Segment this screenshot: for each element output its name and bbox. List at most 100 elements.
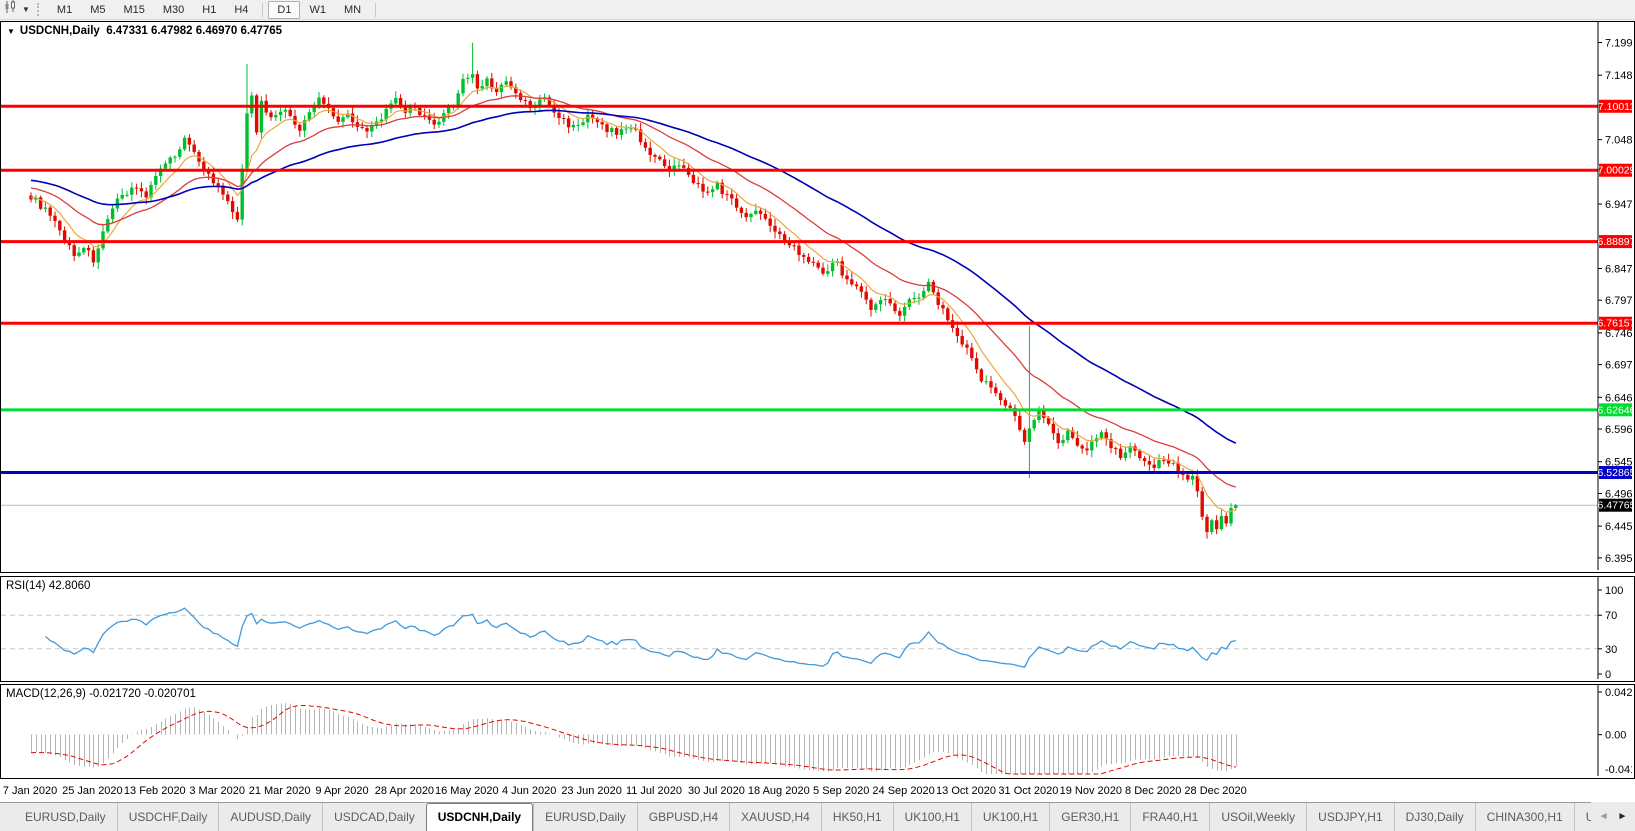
chart-tab-GBPUSD,H4[interactable]: GBPUSD,H4 — [636, 803, 729, 831]
date-axis[interactable]: 7 Jan 2020 25 Jan 2020 13 Feb 2020 3 Mar 20… — [0, 781, 1633, 802]
ma-fast-line — [30, 85, 1236, 513]
chart-type-dropdown-icon[interactable]: ▼ — [22, 5, 30, 14]
date-label: 24 Sep 2020 — [872, 785, 935, 797]
macd-panel[interactable]: MACD(12,26,9) -0.021720 -0.020701 0.0422… — [0, 684, 1635, 779]
timeframe-button-M1[interactable]: M1 — [56, 3, 73, 16]
timeframe-button-D1[interactable]: D1 — [268, 0, 301, 19]
chart-tab-UK100,H1[interactable]: UK100,H1 — [970, 803, 1049, 831]
svg-text:0.00: 0.00 — [1605, 730, 1626, 742]
date-label: 11 Jul 2020 — [625, 785, 683, 797]
chart-tab-XAUUSD,H4[interactable]: XAUUSD,H4 — [729, 803, 821, 831]
date-label: 21 Mar 2020 — [248, 785, 311, 797]
date-label: 9 Apr 2020 — [315, 785, 369, 797]
svg-text:6.47765: 6.47765 — [1598, 500, 1632, 512]
svg-text:6.76157: 6.76157 — [1598, 318, 1632, 330]
timeframe-button-M30[interactable]: M30 — [162, 3, 185, 16]
macd-signal-line — [30, 705, 1236, 775]
chart-title: ▼ USDCNH,Daily 6.47331 6.47982 6.46970 6.… — [7, 25, 282, 37]
rsi-panel[interactable]: RSI(14) 42.8060 100 70 30 0 — [0, 576, 1635, 682]
svg-text:7.14850: 7.14850 — [1605, 70, 1632, 82]
timeframe-button-W1[interactable]: W1 — [309, 3, 326, 16]
date-label: 25 Jan 2020 — [62, 785, 123, 797]
chart-tab-CHINA300,H1[interactable]: CHINA300,H1 — [1474, 803, 1574, 831]
toolbar-grip[interactable] — [36, 3, 41, 16]
ma-slow-line — [30, 109, 1237, 444]
date-label: 13 Feb 2020 — [123, 785, 186, 797]
macd-histogram — [31, 703, 1237, 774]
date-label: 5 Sep 2020 — [813, 785, 870, 797]
timeframe-button-H4[interactable]: H4 — [234, 3, 249, 16]
chart-tab-HK50,H1[interactable]: HK50,H1 — [820, 803, 893, 831]
chart-tab-EURUSD,Daily[interactable]: EURUSD,Daily — [533, 803, 637, 831]
price-scale[interactable]: 7.19950 7.14850 7.04800 6.94750 6.84700 6.797… — [1597, 22, 1632, 570]
svg-text:0.042275: 0.042275 — [1605, 687, 1632, 699]
svg-text:7.19950: 7.19950 — [1605, 38, 1632, 50]
date-label: 30 Jul 2020 — [687, 785, 745, 797]
svg-text:6.88897: 6.88897 — [1598, 236, 1632, 248]
date-label: 19 Nov 2020 — [1059, 785, 1122, 797]
macd-canvas[interactable]: 0.042275 0.00 -0.04148 — [1, 685, 1632, 776]
svg-text:100: 100 — [1605, 585, 1623, 597]
chart-tab-bar: EURUSD,Daily USDCHF,Daily AUDUSD,Daily USDC… — [0, 802, 1635, 831]
rsi-line — [44, 607, 1236, 668]
rsi-axis[interactable]: 100 70 30 0 — [1597, 577, 1623, 679]
tab-scroll-left-icon[interactable]: ◄ — [1598, 811, 1609, 822]
chart-tab-EURUSD,Daily[interactable]: EURUSD,Daily — [25, 810, 106, 824]
chart-tab-USDCAD,Daily[interactable]: USDCAD,Daily — [322, 803, 426, 831]
svg-text:70: 70 — [1605, 610, 1617, 622]
timeframe-button-M5[interactable]: M5 — [90, 3, 106, 16]
date-label: 18 Aug 2020 — [747, 785, 810, 797]
chart-tab-USDCHF,Daily[interactable]: USDCHF,Daily — [116, 803, 219, 831]
svg-text:30: 30 — [1605, 644, 1617, 656]
chart-tab-FRA40,H1[interactable]: FRA40,H1 — [1130, 803, 1209, 831]
chart-tab-USDJPY,H1[interactable]: USDJPY,H1 — [1306, 803, 1393, 831]
timeframe-button-H1[interactable]: H1 — [202, 3, 217, 16]
date-label: 8 Dec 2020 — [1125, 785, 1182, 797]
horizontal-lines — [1, 104, 1598, 475]
svg-text:6.39550: 6.39550 — [1605, 553, 1632, 565]
candlestick-series — [29, 42, 1238, 539]
svg-text:6.79750: 6.79750 — [1605, 295, 1632, 307]
chart-window: ▼ USDCNH,Daily 6.47331 6.47982 6.46970 6.… — [0, 21, 1635, 802]
date-label: 13 Oct 2020 — [936, 785, 996, 797]
chart-tab-GER30,H1[interactable]: GER30,H1 — [1049, 803, 1130, 831]
chart-tab-USOil,Weekly[interactable]: USOil,Weekly — [1209, 803, 1306, 831]
svg-text:7.00029: 7.00029 — [1598, 165, 1632, 177]
svg-text:6.52865: 6.52865 — [1598, 467, 1632, 479]
macd-axis[interactable]: 0.042275 0.00 -0.04148 — [1597, 685, 1632, 776]
svg-text:6.94750: 6.94750 — [1605, 199, 1632, 211]
svg-text:6.64600: 6.64600 — [1605, 392, 1632, 404]
date-label: 28 Dec 2020 — [1184, 785, 1247, 797]
ma-mid-line — [30, 95, 1237, 488]
tab-scroll-buttons: ◄ ► — [1591, 802, 1635, 831]
timeframe-button-group: M1 M5 M15 M30 H1 H4 D1 W1 MN — [48, 0, 381, 19]
date-label: 23 Jun 2020 — [561, 785, 622, 797]
svg-text:6.62646: 6.62646 — [1598, 404, 1632, 416]
chart-tab-USDCNH,Daily[interactable]: USDCNH,Daily — [425, 803, 534, 831]
main-chart-canvas[interactable]: 7.19950 7.14850 7.04800 6.94750 6.84700 6.797… — [1, 22, 1632, 570]
chart-ohlc-values: 6.47331 6.47982 6.46970 6.47765 — [106, 25, 283, 37]
svg-text:6.54550: 6.54550 — [1605, 457, 1632, 469]
svg-text:6.69700: 6.69700 — [1605, 360, 1632, 372]
toolbar-divider — [262, 2, 264, 17]
date-label: 16 May 2020 — [434, 785, 499, 797]
svg-text:6.74650: 6.74650 — [1605, 328, 1632, 340]
rsi-header: RSI(14) 42.8060 — [6, 580, 91, 592]
svg-text:0: 0 — [1605, 669, 1611, 679]
svg-text:6.84700: 6.84700 — [1605, 263, 1632, 275]
svg-text:6.44500: 6.44500 — [1605, 521, 1632, 533]
chart-tab-UK100,H1[interactable]: UK100,H1 — [892, 803, 971, 831]
date-label: 28 Apr 2020 — [374, 785, 435, 797]
tab-scroll-right-icon[interactable]: ► — [1617, 811, 1628, 822]
date-label: 31 Oct 2020 — [998, 785, 1059, 797]
svg-text:-0.04148: -0.04148 — [1605, 764, 1632, 776]
candlestick-chart-icon[interactable] — [4, 0, 19, 19]
timeframe-button-MN[interactable]: MN — [343, 3, 362, 16]
chart-tab-AUDUSD,Daily[interactable]: AUDUSD,Daily — [218, 803, 322, 831]
svg-text:7.04800: 7.04800 — [1605, 135, 1632, 147]
chart-tab-DJ30,Daily[interactable]: DJ30,Daily — [1393, 803, 1475, 831]
main-chart-panel[interactable]: ▼ USDCNH,Daily 6.47331 6.47982 6.46970 6.… — [0, 21, 1635, 573]
timeframe-button-M15[interactable]: M15 — [123, 3, 145, 16]
rsi-canvas[interactable]: 100 70 30 0 — [1, 577, 1632, 679]
chart-title-dropdown-icon[interactable]: ▼ — [7, 27, 15, 36]
